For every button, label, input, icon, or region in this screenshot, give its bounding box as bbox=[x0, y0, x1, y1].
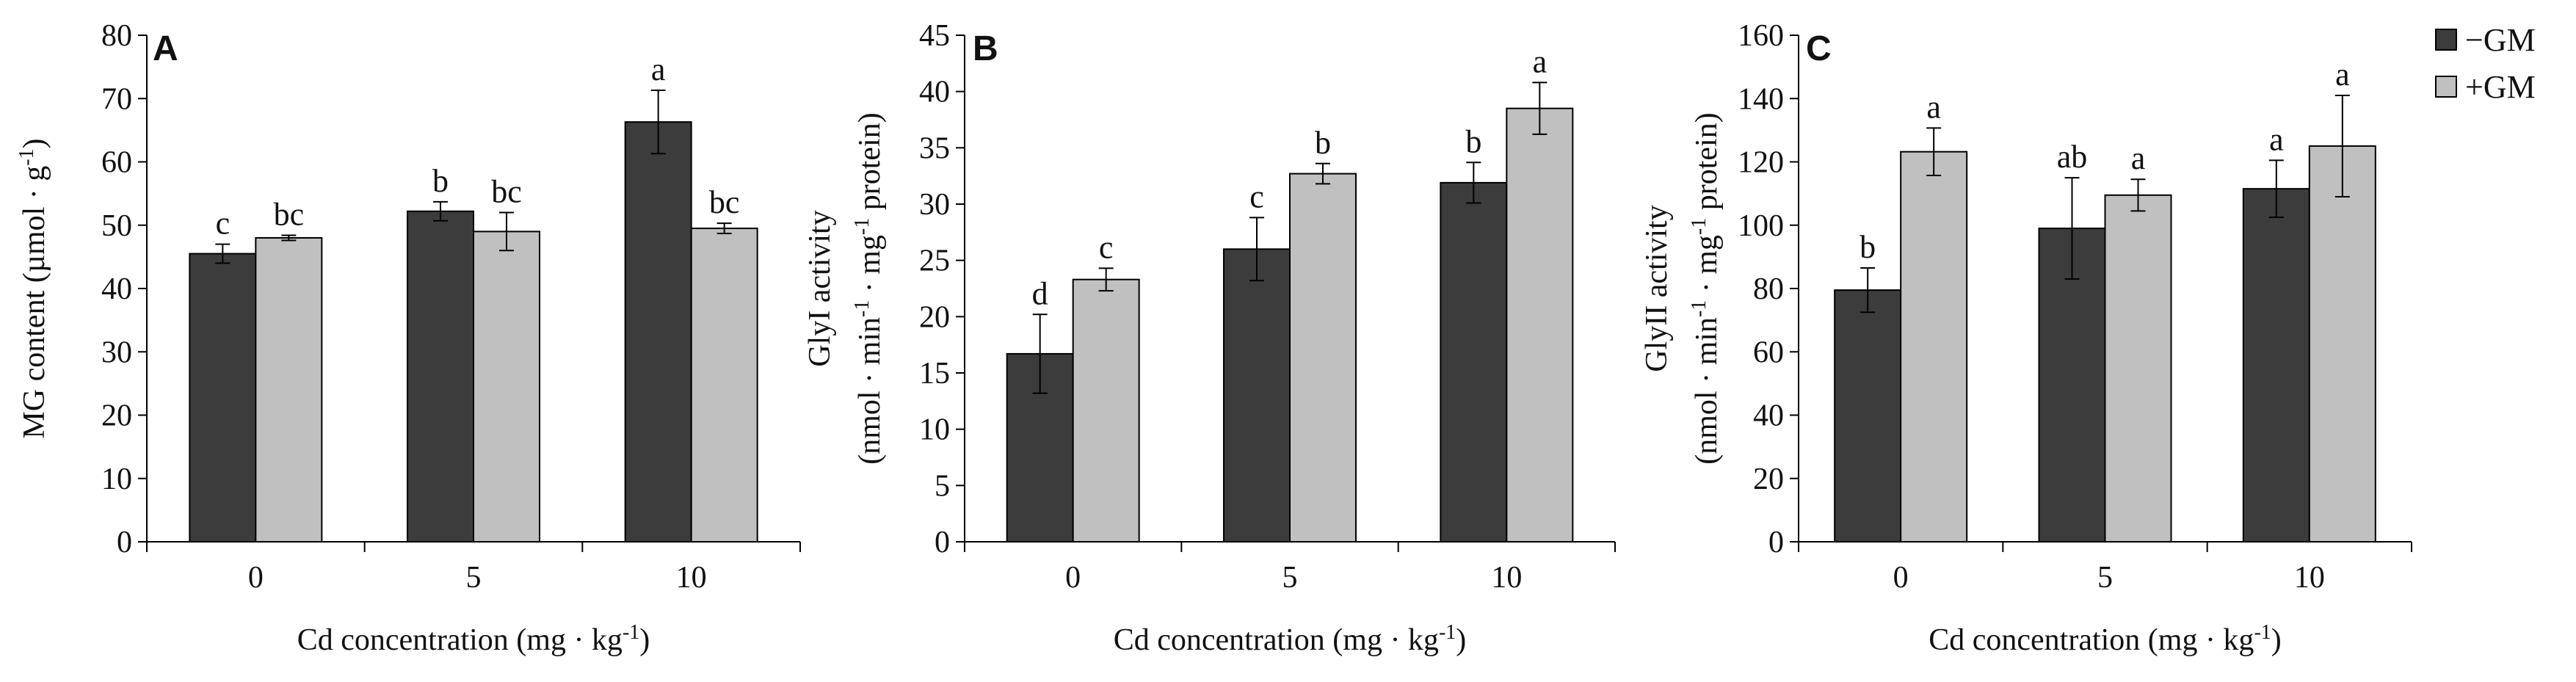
significance-letter: c bbox=[1249, 178, 1264, 214]
y-tick-label: 0 bbox=[117, 526, 132, 559]
y-axis-label: MG content (µmol · g-1) bbox=[15, 138, 52, 438]
y-tick-label: 120 bbox=[1738, 146, 1784, 180]
significance-letter: ab bbox=[2057, 139, 2088, 175]
legend-swatch-plus-gm bbox=[2435, 76, 2457, 98]
chart-B: 0 5 10 15 20 25 30 35 40 45 d c 0 c b 5 b a 10 Cd concentra… bbox=[803, 19, 1616, 658]
x-tick-label: 5 bbox=[1282, 561, 1298, 595]
y-tick-label: 15 bbox=[919, 357, 950, 391]
bar bbox=[624, 121, 692, 543]
y-tick-label: 20 bbox=[1753, 462, 1784, 496]
x-tick-label: 10 bbox=[1491, 561, 1522, 595]
y-axis-label: (nmol · min-1 · mg-1 protein) bbox=[1688, 112, 1724, 464]
bar bbox=[1072, 278, 1140, 543]
panel-label: B bbox=[973, 29, 998, 68]
y-tick-label: 0 bbox=[1768, 526, 1784, 559]
bar bbox=[1223, 248, 1291, 543]
bar bbox=[690, 228, 758, 543]
y-tick-label: 25 bbox=[919, 244, 950, 278]
y-tick-label: 0 bbox=[935, 526, 950, 559]
bar bbox=[407, 210, 474, 543]
bar bbox=[1834, 289, 1902, 543]
chart-C: 0 20 40 60 80 100 120 140 160 b a 0 ab a 5 a a 10 Cd conce… bbox=[1640, 19, 2412, 657]
x-tick-label: 5 bbox=[2097, 561, 2113, 595]
significance-letter: a bbox=[1926, 89, 1941, 125]
y-tick-label: 60 bbox=[1753, 335, 1784, 369]
y-axis-label: (nmol · min-1 · mg-1 protein) bbox=[851, 112, 888, 464]
y-tick-label: 35 bbox=[919, 131, 950, 165]
bar bbox=[2038, 228, 2106, 543]
legend-label-plus-gm: +GM bbox=[2465, 69, 2536, 105]
y-tick-label: 100 bbox=[1738, 209, 1784, 243]
x-axis-label: Cd concentration (mg · kg-1) bbox=[1114, 621, 1467, 658]
x-tick-label: 0 bbox=[1065, 561, 1081, 595]
x-tick-label: 0 bbox=[248, 561, 264, 595]
significance-letter: d bbox=[1032, 275, 1048, 311]
significance-letter: bc bbox=[709, 184, 740, 220]
x-axis-label: Cd concentration (mg · kg-1) bbox=[1929, 621, 2282, 658]
y-tick-label: 40 bbox=[919, 76, 950, 109]
x-tick-label: 0 bbox=[1893, 561, 1909, 595]
y-tick-label: 60 bbox=[101, 146, 132, 180]
legend: −GM +GM bbox=[2435, 22, 2536, 105]
significance-letter: b bbox=[432, 163, 449, 199]
x-axis-label: Cd concentration (mg · kg-1) bbox=[297, 621, 650, 658]
y-tick-label: 140 bbox=[1738, 82, 1784, 116]
panel-label: A bbox=[153, 29, 178, 68]
y-tick-label: 30 bbox=[919, 188, 950, 222]
x-tick-label: 10 bbox=[676, 561, 707, 595]
bar bbox=[1506, 107, 1574, 543]
chart-A: 0 10 20 30 40 50 60 70 80 c bc 0 b bc 5 a bc 10 Cd concent… bbox=[15, 19, 801, 657]
panel-label: C bbox=[1806, 29, 1832, 68]
bar bbox=[2104, 194, 2172, 543]
significance-letter: bc bbox=[274, 197, 305, 233]
significance-letter: a bbox=[2335, 57, 2350, 92]
bar bbox=[1289, 173, 1357, 543]
y-tick-label: 160 bbox=[1738, 19, 1784, 53]
y-axis-label: GlyII activity bbox=[1640, 205, 1674, 371]
y-tick-label: 50 bbox=[101, 209, 132, 243]
x-tick-label: 10 bbox=[2294, 561, 2325, 595]
significance-letter: c bbox=[216, 206, 231, 242]
significance-letter: a bbox=[651, 51, 666, 87]
y-tick-label: 10 bbox=[919, 413, 950, 447]
significance-letter: c bbox=[1099, 229, 1114, 265]
bar bbox=[2242, 188, 2310, 543]
y-tick-label: 80 bbox=[1753, 272, 1784, 306]
y-axis-label: GlyI activity bbox=[803, 210, 837, 366]
significance-letter: bc bbox=[491, 174, 522, 210]
y-tick-label: 20 bbox=[919, 300, 950, 334]
significance-letter: b bbox=[1315, 125, 1331, 161]
significance-letter: b bbox=[1860, 229, 1876, 265]
legend-label-minus-gm: −GM bbox=[2465, 22, 2536, 58]
bar bbox=[1900, 150, 1968, 543]
significance-letter: a bbox=[2269, 121, 2284, 157]
bar bbox=[189, 253, 257, 543]
y-tick-label: 40 bbox=[101, 272, 132, 306]
y-tick-label: 30 bbox=[101, 335, 132, 369]
y-tick-label: 5 bbox=[935, 469, 950, 503]
y-tick-label: 70 bbox=[101, 82, 132, 116]
y-tick-label: 45 bbox=[919, 19, 950, 53]
bar bbox=[255, 237, 323, 543]
y-tick-label: 20 bbox=[101, 399, 132, 433]
significance-letter: a bbox=[1533, 43, 1548, 79]
bar bbox=[2308, 145, 2376, 543]
legend-swatch-minus-gm bbox=[2435, 29, 2457, 51]
significance-letter: b bbox=[1465, 123, 1481, 159]
bar bbox=[1440, 181, 1508, 543]
x-tick-label: 5 bbox=[466, 561, 482, 595]
significance-letter: a bbox=[2131, 140, 2146, 176]
bar bbox=[473, 231, 540, 543]
y-tick-label: 10 bbox=[101, 462, 132, 496]
y-tick-label: 80 bbox=[101, 19, 132, 53]
y-tick-label: 40 bbox=[1753, 399, 1784, 433]
